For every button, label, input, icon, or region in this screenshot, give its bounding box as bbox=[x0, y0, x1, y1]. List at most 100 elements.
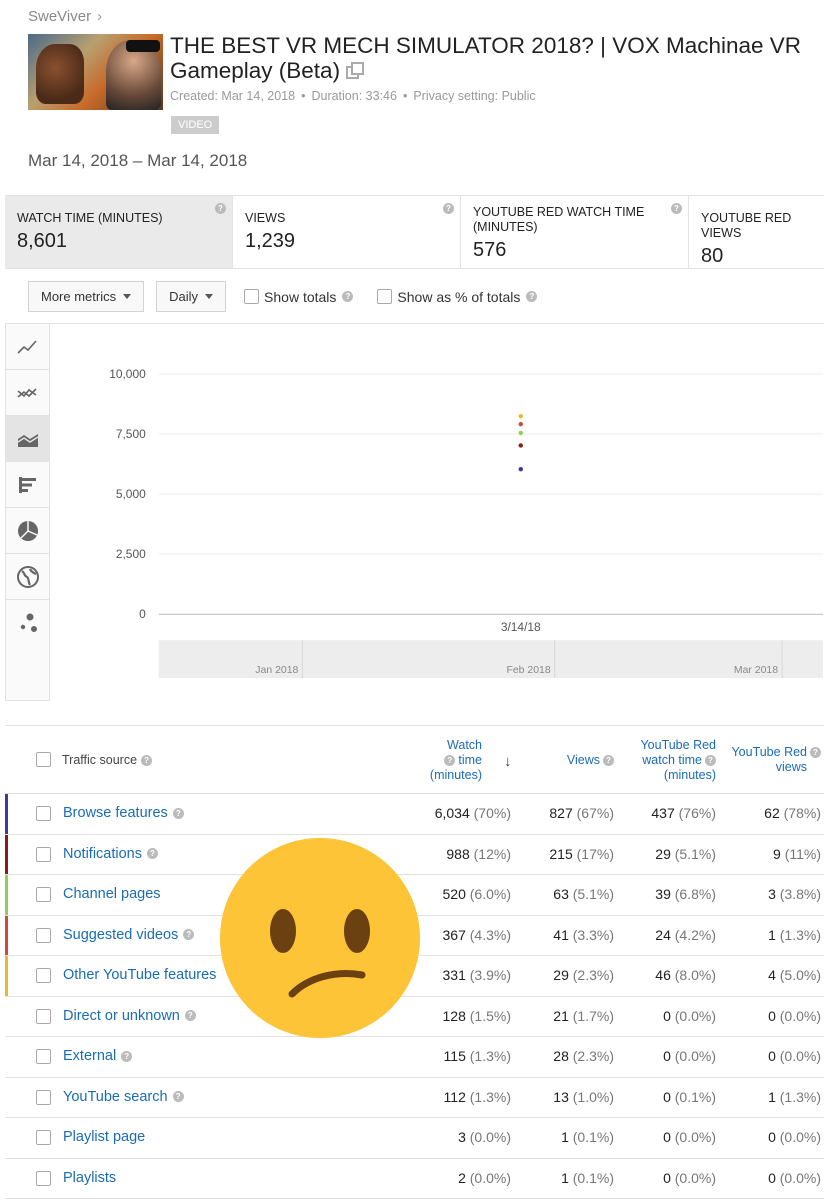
help-icon[interactable]: ? bbox=[121, 1051, 132, 1062]
header-views[interactable]: Views? bbox=[567, 753, 614, 768]
header-line: Watch bbox=[430, 738, 482, 753]
video-title[interactable]: THE BEST VR MECH SIMULATOR 2018? | VOX M… bbox=[170, 33, 801, 83]
help-icon[interactable]: ? bbox=[173, 1091, 184, 1102]
cell-percent: (70%) bbox=[474, 805, 511, 821]
cell-percent: (67%) bbox=[577, 805, 614, 821]
help-icon[interactable]: ? bbox=[173, 808, 184, 819]
traffic-source-label[interactable]: Browse features bbox=[63, 805, 168, 821]
table-row[interactable]: YouTube search? 112 (1.3%) 13 (1.0%) 0 (0.1… bbox=[5, 1078, 824, 1119]
line-chart-button[interactable] bbox=[6, 324, 49, 370]
channel-name[interactable]: SweViver bbox=[28, 8, 91, 25]
row-checkbox[interactable] bbox=[36, 928, 51, 943]
traffic-source-link[interactable]: Direct or unknown? bbox=[63, 1008, 196, 1024]
traffic-source-link[interactable]: Playlists bbox=[63, 1170, 116, 1186]
traffic-source-label[interactable]: Playlists bbox=[63, 1170, 116, 1186]
cell-value: 331 bbox=[443, 967, 466, 983]
row-checkbox[interactable] bbox=[36, 1090, 51, 1105]
traffic-source-label[interactable]: External bbox=[63, 1048, 116, 1064]
stacked-area-chart-button[interactable] bbox=[6, 416, 49, 462]
row-checkbox[interactable] bbox=[36, 1049, 51, 1064]
pie-chart-button[interactable] bbox=[6, 508, 49, 554]
help-icon[interactable]: ? bbox=[444, 755, 455, 766]
show-totals-toggle[interactable]: Show totals? bbox=[244, 289, 353, 305]
row-checkbox[interactable] bbox=[36, 806, 51, 821]
help-icon[interactable]: ? bbox=[342, 291, 353, 302]
help-icon[interactable]: ? bbox=[810, 747, 821, 758]
date-range[interactable]: Mar 14, 2018 – Mar 14, 2018 bbox=[28, 151, 247, 171]
cell-watch-time: 520 (6.0%) bbox=[443, 886, 511, 902]
table-row[interactable]: Playlists 2 (0.0%) 1 (0.1%) 0 (0.0%) 0 (0.0%… bbox=[5, 1159, 824, 1200]
table-row[interactable]: Browse features? 6,034 (70%) 827 (67%) 437 … bbox=[5, 794, 824, 835]
help-icon[interactable]: ? bbox=[185, 1010, 196, 1021]
traffic-source-link[interactable]: Notifications? bbox=[63, 846, 158, 862]
cell-percent: (0.1%) bbox=[573, 1170, 614, 1186]
cell-red-watch-time: 39 (6.8%) bbox=[655, 886, 716, 902]
traffic-source-label[interactable]: Notifications bbox=[63, 846, 142, 862]
header-line: YouTube Red bbox=[640, 738, 716, 753]
traffic-source-link[interactable]: Channel pages bbox=[63, 886, 161, 902]
table-row[interactable]: Playlist page 3 (0.0%) 1 (0.1%) 0 (0.0%) 0 (… bbox=[5, 1118, 824, 1159]
traffic-source-link[interactable]: External? bbox=[63, 1048, 132, 1064]
cell-percent: (0.0%) bbox=[675, 1129, 716, 1145]
traffic-source-label[interactable]: Playlist page bbox=[63, 1129, 145, 1145]
traffic-source-label[interactable]: Channel pages bbox=[63, 886, 161, 902]
metric-tab-red-watch-time[interactable]: ? YOUTUBE RED WATCH TIME (MINUTES) 576 bbox=[461, 196, 689, 268]
help-icon[interactable]: ? bbox=[671, 203, 682, 214]
sort-down-arrow-icon[interactable]: ↓ bbox=[504, 753, 512, 770]
channel-breadcrumb[interactable]: SweViver › bbox=[28, 8, 102, 25]
cell-percent: (5.1%) bbox=[573, 886, 614, 902]
interval-dropdown[interactable]: Daily bbox=[156, 281, 226, 312]
row-checkbox[interactable] bbox=[36, 968, 51, 983]
help-icon[interactable]: ? bbox=[215, 203, 226, 214]
header-red-watch-time[interactable]: YouTube Red watch time? (minutes) bbox=[640, 738, 716, 783]
row-checkbox[interactable] bbox=[36, 1009, 51, 1024]
traffic-source-link[interactable]: YouTube search? bbox=[63, 1089, 184, 1105]
traffic-source-link[interactable]: Playlist page bbox=[63, 1129, 145, 1145]
traffic-source-label[interactable]: Other YouTube features bbox=[63, 967, 216, 983]
help-icon[interactable]: ? bbox=[147, 848, 158, 859]
traffic-source-label[interactable]: Suggested videos bbox=[63, 927, 178, 943]
watch-time-chart[interactable]: 10,000 7,500 5,000 2,500 0 3/14/18 Jan 2018 Feb… bbox=[50, 323, 824, 701]
cell-value: 128 bbox=[443, 1008, 466, 1024]
metric-tab-red-views[interactable]: YOUTUBE RED VIEWS 80 bbox=[689, 196, 824, 268]
y-tick-label: 7,500 bbox=[116, 427, 146, 441]
video-thumbnail[interactable] bbox=[28, 34, 163, 110]
traffic-source-label[interactable]: YouTube search bbox=[63, 1089, 168, 1105]
row-checkbox[interactable] bbox=[36, 847, 51, 862]
traffic-source-label[interactable]: Direct or unknown bbox=[63, 1008, 180, 1024]
more-metrics-dropdown[interactable]: More metrics bbox=[28, 281, 144, 312]
map-chart-button[interactable] bbox=[6, 554, 49, 600]
row-checkbox[interactable] bbox=[36, 1171, 51, 1186]
traffic-source-link[interactable]: Suggested videos? bbox=[63, 927, 194, 943]
privacy-setting: Privacy setting: Public bbox=[413, 89, 535, 103]
help-icon[interactable]: ? bbox=[443, 203, 454, 214]
multi-line-chart-button[interactable] bbox=[6, 370, 49, 416]
show-pct-toggle[interactable]: Show as % of totals? bbox=[377, 289, 537, 305]
header-watch-time[interactable]: Watch ? time (minutes) bbox=[430, 738, 482, 783]
table-row[interactable]: External? 115 (1.3%) 28 (2.3%) 0 (0.0%) 0 (0… bbox=[5, 1037, 824, 1078]
cell-value: 24 bbox=[655, 927, 671, 943]
row-checkbox[interactable] bbox=[36, 1130, 51, 1145]
cell-red-views: 1 (1.3%) bbox=[768, 927, 821, 943]
traffic-source-link[interactable]: Browse features? bbox=[63, 805, 184, 821]
help-icon[interactable]: ? bbox=[603, 755, 614, 766]
header-red-views[interactable]: YouTube Red? views bbox=[731, 745, 821, 775]
cell-value: 29 bbox=[655, 846, 671, 862]
help-icon[interactable]: ? bbox=[183, 929, 194, 940]
select-all-checkbox[interactable] bbox=[36, 752, 51, 767]
help-icon[interactable]: ? bbox=[705, 755, 716, 766]
row-checkbox[interactable] bbox=[36, 887, 51, 902]
show-pct-checkbox[interactable] bbox=[377, 289, 392, 304]
external-link-icon[interactable] bbox=[346, 66, 359, 79]
bubble-chart-button[interactable] bbox=[6, 600, 49, 646]
metric-tab-views[interactable]: ? VIEWS 1,239 bbox=[233, 196, 461, 268]
cell-percent: (0.0%) bbox=[675, 1008, 716, 1024]
y-tick-label: 2,500 bbox=[116, 547, 146, 561]
bar-chart-button[interactable] bbox=[6, 462, 49, 508]
help-icon[interactable]: ? bbox=[141, 755, 152, 766]
metric-tab-watch-time[interactable]: ? WATCH TIME (MINUTES) 8,601 bbox=[5, 196, 233, 268]
help-icon[interactable]: ? bbox=[526, 291, 537, 302]
show-totals-checkbox[interactable] bbox=[244, 289, 259, 304]
traffic-source-link[interactable]: Other YouTube features bbox=[63, 967, 216, 983]
cell-value: 39 bbox=[655, 886, 671, 902]
